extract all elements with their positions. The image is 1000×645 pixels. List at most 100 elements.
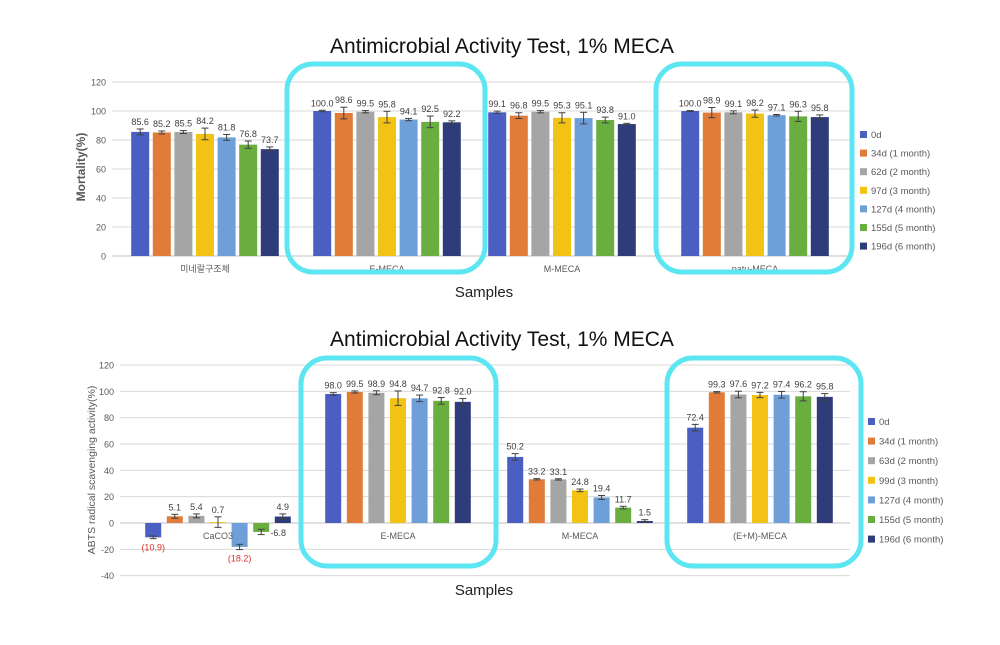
legend-label: 99d (3 month) — [879, 476, 938, 487]
data-label: (18.2) — [228, 554, 252, 564]
y-tick-label: 40 — [96, 194, 106, 204]
legend-swatch — [868, 418, 875, 425]
legend-swatch — [868, 535, 875, 543]
y-tick-label: 0 — [101, 252, 106, 262]
x-axis-label: Samples — [455, 582, 513, 599]
legend-label: 155d (5 month) — [871, 223, 935, 234]
bar — [253, 523, 270, 532]
bar — [488, 112, 507, 257]
bar — [681, 111, 700, 256]
data-label: 97.1 — [768, 102, 786, 112]
data-label: 92.2 — [443, 109, 461, 119]
data-label: 11.7 — [615, 494, 632, 504]
y-tick-label: -40 — [101, 571, 114, 581]
legend-swatch — [860, 242, 867, 250]
data-label: 98.9 — [368, 379, 386, 389]
data-label: 85.2 — [153, 119, 171, 129]
data-label: 96.2 — [794, 380, 812, 390]
abts-chart: Antimicrobial Activity Test, 1% MECA ABT… — [86, 328, 943, 599]
bar — [454, 401, 471, 523]
legend-swatch — [860, 168, 867, 176]
category-label: E-MECA — [380, 531, 415, 541]
data-label: 92.8 — [432, 386, 450, 396]
bar — [615, 507, 632, 523]
legend-label: 34d (1 month) — [879, 437, 938, 448]
data-label: 91.0 — [618, 111, 636, 121]
bar — [507, 456, 524, 523]
data-label: 99.5 — [346, 379, 364, 389]
data-label: 95.8 — [811, 103, 829, 113]
bar — [442, 122, 461, 256]
legend-swatch — [860, 224, 867, 231]
data-label: 85.5 — [175, 119, 193, 129]
bar — [239, 144, 258, 256]
x-axis-label: Samples — [455, 284, 513, 301]
bar — [131, 131, 150, 256]
legend-label: 0d — [871, 130, 882, 141]
bar — [217, 137, 236, 256]
bar — [687, 427, 704, 523]
y-tick-label: 60 — [104, 440, 114, 450]
bar — [773, 394, 790, 523]
legend-swatch — [868, 457, 875, 465]
category-label: E-MECA — [369, 264, 404, 274]
legend-label: 155d (5 month) — [879, 515, 943, 526]
y-tick-label: 20 — [96, 223, 106, 233]
category-label: 미네랄구조체 — [180, 264, 230, 274]
y-tick-label: 120 — [91, 78, 106, 88]
bar — [789, 116, 808, 257]
data-label: 24.8 — [571, 477, 589, 487]
bar — [274, 516, 291, 523]
data-label: 95.8 — [816, 382, 834, 392]
data-label: 4.9 — [277, 502, 290, 512]
bar — [528, 479, 545, 523]
data-label: -6.8 — [270, 528, 286, 538]
data-label: 96.8 — [510, 101, 528, 111]
data-label: 100.0 — [679, 99, 702, 109]
bar — [810, 117, 829, 256]
category-label: patu-MECA — [732, 264, 779, 274]
legend-swatch — [868, 496, 875, 504]
bar — [746, 113, 764, 256]
legend-swatch — [860, 149, 867, 157]
bar — [730, 394, 747, 523]
bar — [553, 117, 571, 256]
category-label: CaCO3 — [203, 531, 233, 541]
data-label: 98.9 — [703, 96, 721, 106]
data-label: 99.1 — [488, 99, 506, 109]
bar — [196, 133, 214, 256]
highlight-box — [284, 61, 488, 275]
legend-label: 62d (2 month) — [871, 167, 930, 178]
bar — [378, 117, 396, 256]
data-label: (10.9) — [141, 543, 165, 553]
y-tick-label: 60 — [96, 165, 106, 175]
legend-swatch — [860, 131, 867, 138]
data-label: 99.5 — [357, 99, 375, 109]
bar — [596, 119, 615, 257]
legend-swatch — [860, 205, 867, 213]
category-label: (E+M)-MECA — [733, 531, 787, 541]
data-label: 98.2 — [746, 98, 764, 108]
data-label: 73.7 — [261, 135, 279, 145]
mortality-chart: Antimicrobial Activity Test, 1% MECA Mor… — [74, 35, 935, 301]
highlight-box — [664, 355, 864, 569]
bar — [574, 118, 593, 256]
bar — [550, 479, 567, 523]
bar — [593, 497, 610, 523]
data-label: 93.8 — [596, 105, 614, 115]
bar — [708, 392, 725, 523]
bar — [433, 400, 450, 523]
bar — [334, 113, 353, 256]
data-label: 0.7 — [212, 505, 225, 515]
legend-label: 97d (3 month) — [871, 186, 930, 197]
data-label: 99.1 — [725, 99, 743, 109]
bar — [702, 112, 721, 256]
highlight-box — [653, 61, 855, 275]
legend-swatch — [868, 437, 875, 445]
bar — [368, 392, 385, 523]
data-label: 95.3 — [553, 101, 571, 111]
legend-label: 196d (6 month) — [879, 535, 943, 546]
data-label: 92.0 — [454, 387, 472, 397]
bar — [509, 115, 528, 256]
